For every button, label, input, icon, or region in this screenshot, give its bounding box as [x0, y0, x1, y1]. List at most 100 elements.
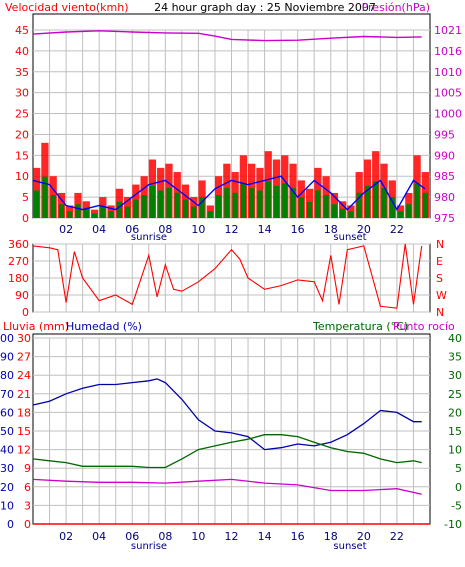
rain-y-tick-label: 18 — [17, 406, 31, 419]
pressure-y-tick-label: 1005 — [434, 87, 462, 100]
humidity-y-tick-label: 80 — [0, 369, 14, 382]
wind-speed-base-bar — [298, 197, 304, 218]
x-tick-label: 12 — [225, 530, 239, 543]
wind-speed-base-bar — [182, 199, 189, 218]
wind-y-tick-label: 35 — [15, 66, 29, 79]
rain-y-tick-label: 27 — [17, 351, 31, 364]
wind-speed-base-bar — [116, 201, 122, 218]
humidity-y-tick-label: 90 — [0, 351, 14, 364]
wind-speed-base-bar — [414, 183, 420, 218]
rain-y-tick-label: 12 — [17, 444, 31, 457]
wind-y-tick-label: 30 — [15, 87, 29, 100]
rain-y-tick-label: 21 — [17, 388, 31, 401]
wind-direction-line — [32, 243, 423, 309]
wind-speed-base-bar — [199, 197, 205, 218]
wind-y-tick-label: 40 — [15, 45, 29, 58]
x-tick-label: 16 — [291, 223, 305, 236]
wind-speed-base-bar — [240, 183, 247, 218]
x-tick-label: 10 — [191, 223, 205, 236]
x-tick-label: 08 — [158, 223, 172, 236]
pressure-y-tick-label: 1016 — [434, 45, 462, 58]
wind-speed-base-bar — [364, 185, 371, 218]
rain-y-tick-label: 6 — [24, 481, 31, 494]
x-tick-label: 22 — [390, 223, 404, 236]
wind-speed-base-bar — [191, 206, 197, 218]
wind-speed-base-bar — [356, 192, 362, 218]
wind-speed-base-bar — [389, 197, 395, 218]
temperature-y-tick-label: 5 — [455, 462, 462, 475]
x-tick-label: 12 — [225, 223, 239, 236]
pressure-y-tick-label: 985 — [434, 170, 455, 183]
wind-speed-base-bar — [124, 206, 131, 218]
pressure-y-tick-label: 990 — [434, 149, 455, 162]
sunset-label-bottom: sunset — [333, 541, 366, 552]
temperature-y-tick-label: 15 — [448, 425, 462, 438]
compass-tick-label: W — [436, 289, 447, 302]
pressure-line — [32, 30, 422, 42]
wind-speed-base-bar — [406, 204, 412, 218]
wind-speed-base-bar — [67, 211, 73, 218]
x-tick-label: 10 — [191, 530, 205, 543]
x-tick-label: 04 — [92, 223, 106, 236]
wind-speed-base-bar — [257, 190, 263, 218]
x-tick-label: 04 — [92, 530, 106, 543]
humidity-y-tick-label: 0 — [7, 518, 14, 531]
humidity-axis-label: Humedad (%) — [66, 320, 142, 333]
rain-y-tick-label: 30 — [17, 332, 31, 345]
wind-speed-base-bar — [348, 211, 354, 218]
dewpoint-axis-label: Punto rocío — [393, 320, 455, 333]
wind-speed-base-bar — [265, 181, 271, 218]
pressure-y-tick-label: 1021 — [434, 24, 462, 37]
pressure-y-tick-label: 975 — [434, 212, 455, 225]
header-wind-label: Velocidad viento(kmh) — [5, 1, 129, 14]
rain-y-tick-label: 24 — [17, 369, 31, 382]
direction-y-tick-label: 90 — [15, 289, 29, 302]
temperature-y-tick-label: 20 — [448, 406, 462, 419]
wind-y-tick-label: 0 — [22, 212, 29, 225]
humidity-y-tick-label: 20 — [0, 481, 14, 494]
temperature-y-tick-label: 25 — [448, 388, 462, 401]
wind-speed-base-bar — [108, 211, 114, 218]
wind-y-tick-label: 20 — [15, 128, 29, 141]
wind-speed-base-bar — [282, 183, 288, 218]
x-tick-label: 06 — [125, 223, 139, 236]
wind-speed-base-bar — [290, 188, 296, 218]
header-pressure-label: Presión(hPa) — [362, 1, 430, 14]
wind-speed-base-bar — [397, 211, 404, 218]
header-date-label: 24 hour graph day : 25 Noviembre 2007 — [154, 1, 376, 14]
x-tick-label: 16 — [291, 530, 305, 543]
pressure-y-tick-label: 1010 — [434, 66, 462, 79]
wind-y-tick-label: 10 — [15, 170, 29, 183]
temperature-y-tick-label: 10 — [448, 444, 462, 457]
wind-speed-base-bar — [273, 185, 280, 218]
wind-speed-base-bar — [141, 195, 147, 218]
temperature-y-tick-label: 35 — [448, 351, 462, 364]
wind-speed-base-bar — [174, 192, 180, 218]
humidity-y-tick-label: 10 — [0, 499, 14, 512]
wind-speed-base-bar — [323, 195, 329, 218]
humidity-y-tick-label: 100 — [0, 332, 14, 345]
temperature-y-tick-label: 30 — [448, 369, 462, 382]
wind-speed-base-bar — [249, 188, 255, 218]
dew-point-line — [32, 478, 422, 495]
wind-speed-base-bar — [50, 195, 56, 218]
rain-y-tick-label: 15 — [17, 425, 31, 438]
wind-speed-base-bar — [373, 181, 379, 218]
wind-speed-base-bar — [91, 213, 98, 218]
direction-y-tick-label: 180 — [8, 272, 29, 285]
wind-speed-base-bar — [158, 190, 164, 218]
humidity-y-tick-label: 40 — [0, 444, 14, 457]
x-tick-label: 14 — [258, 223, 272, 236]
wind-speed-base-bar — [232, 192, 238, 218]
x-tick-label: 22 — [390, 530, 404, 543]
x-tick-label: 06 — [125, 530, 139, 543]
direction-y-tick-label: 360 — [8, 238, 29, 251]
humidity-line — [32, 378, 422, 451]
temperature-line — [32, 434, 422, 469]
temperature-y-tick-label: 0 — [455, 481, 462, 494]
humidity-y-tick-label: 60 — [0, 406, 14, 419]
wind-y-tick-label: 25 — [15, 108, 29, 121]
